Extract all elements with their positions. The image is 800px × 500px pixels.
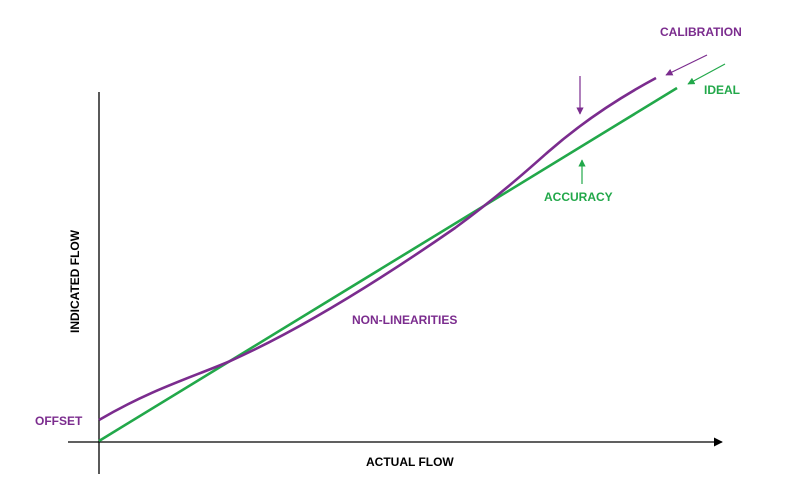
offset-label: OFFSET <box>35 414 83 428</box>
ideal-label: IDEAL <box>704 83 740 97</box>
measured-curve <box>98 76 657 422</box>
non-linearities-label: NON-LINEARITIES <box>352 313 457 327</box>
calibration-label: CALIBRATION <box>660 25 742 39</box>
ideal-arrow <box>687 63 726 85</box>
accuracy-label: ACCURACY <box>544 190 613 204</box>
calibration-arrow-diagonal <box>665 54 708 76</box>
x-axis-label: ACTUAL FLOW <box>366 455 454 469</box>
ideal-line <box>98 86 678 443</box>
y-axis-label: INDICATED FLOW <box>68 229 82 333</box>
